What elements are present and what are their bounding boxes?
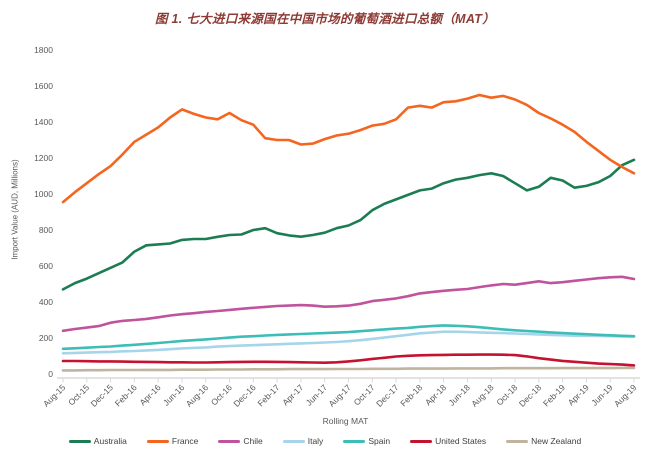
x-tick-label: Oct-15	[66, 382, 91, 407]
x-tick-label: Feb-17	[255, 382, 281, 408]
series-line-spain	[61, 324, 636, 351]
x-tick-label: Dec-16	[231, 382, 258, 409]
legend-line-swatch	[218, 439, 241, 443]
x-tick-label: Dec-17	[374, 382, 401, 409]
y-tick-label: 1400	[34, 117, 53, 127]
legend-line-swatch	[410, 439, 433, 443]
chart-legend: Australia France Chile Italy Spain United Sta…	[0, 436, 650, 446]
x-tick-label: Dec-15	[89, 382, 116, 409]
legend-label: France	[171, 436, 199, 446]
series-line-france	[61, 93, 636, 204]
legend-label: Spain	[368, 436, 391, 446]
x-tick-label: Dec-18	[517, 382, 544, 409]
x-tick-label: Jun-19	[589, 382, 615, 408]
y-tick-label: 0	[48, 369, 53, 379]
legend-item-france: France	[146, 436, 199, 446]
x-axis-title: Rolling MAT	[322, 416, 369, 426]
y-tick-label: 800	[39, 225, 53, 235]
legend-item-chile: Chile	[218, 436, 263, 446]
legend-line-swatch	[506, 439, 529, 443]
legend-label: Chile	[243, 436, 263, 446]
y-tick-label: 1800	[34, 45, 53, 55]
chart-title: 图 1. 七大进口来源国在中国市场的葡萄酒进口总额（MAT）	[154, 12, 496, 26]
x-tick-label: Aug-18	[469, 382, 496, 409]
y-tick-label: 600	[39, 261, 53, 271]
legend-item-new-zealand: New Zealand	[506, 436, 581, 446]
x-tick-label: Oct-17	[352, 382, 377, 407]
x-tick-label: Oct-16	[209, 382, 234, 407]
y-tick-label: 1600	[34, 81, 53, 91]
y-tick-label: 1200	[34, 153, 53, 163]
legend-line-swatch	[282, 439, 305, 443]
x-tick-label: Feb-18	[398, 382, 424, 408]
x-tick-label: Aug-16	[184, 382, 211, 409]
y-tick-label: 1000	[34, 189, 53, 199]
y-tick-label: 400	[39, 297, 53, 307]
x-tick-label: Apr-17	[280, 382, 305, 407]
x-tick-label: Apr-19	[566, 382, 591, 407]
series-line-italy	[61, 330, 636, 355]
y-tick-label: 200	[39, 333, 53, 343]
x-tick-label: Jun-16	[161, 382, 187, 408]
legend-label: United States	[435, 436, 487, 446]
series-line-australia	[61, 158, 636, 291]
line-chart-plot-area: 020040060080010001200140016001800Aug-15O…	[34, 45, 640, 409]
x-tick-label: Aug-15	[41, 382, 68, 409]
legend-label: Australia	[93, 436, 127, 446]
x-tick-label: Aug-17	[326, 382, 353, 409]
legend-item-italy: Italy	[282, 436, 324, 446]
legend-item-australia: Australia	[68, 436, 127, 446]
legend-line-swatch	[146, 439, 169, 443]
x-tick-label: Feb-16	[113, 382, 139, 408]
x-tick-label: Feb-19	[541, 382, 567, 408]
legend-line-swatch	[343, 439, 366, 443]
series-line-new-zealand	[61, 366, 636, 372]
series-line-chile	[61, 275, 636, 333]
legend-item-united-states: United States	[410, 436, 486, 446]
x-tick-label: Apr-16	[137, 382, 162, 407]
x-tick-label: Jun-18	[446, 382, 472, 408]
x-tick-label: Apr-18	[423, 382, 448, 407]
x-tick-label: Aug-19	[612, 382, 639, 409]
legend-line-swatch	[68, 439, 91, 443]
legend-label: New Zealand	[531, 436, 582, 446]
x-tick-label: Jun-17	[304, 382, 330, 408]
legend-label: Italy	[307, 436, 324, 446]
legend-item-spain: Spain	[343, 436, 390, 446]
series-line-united-states	[61, 353, 636, 367]
x-tick-label: Oct-18	[494, 382, 519, 407]
